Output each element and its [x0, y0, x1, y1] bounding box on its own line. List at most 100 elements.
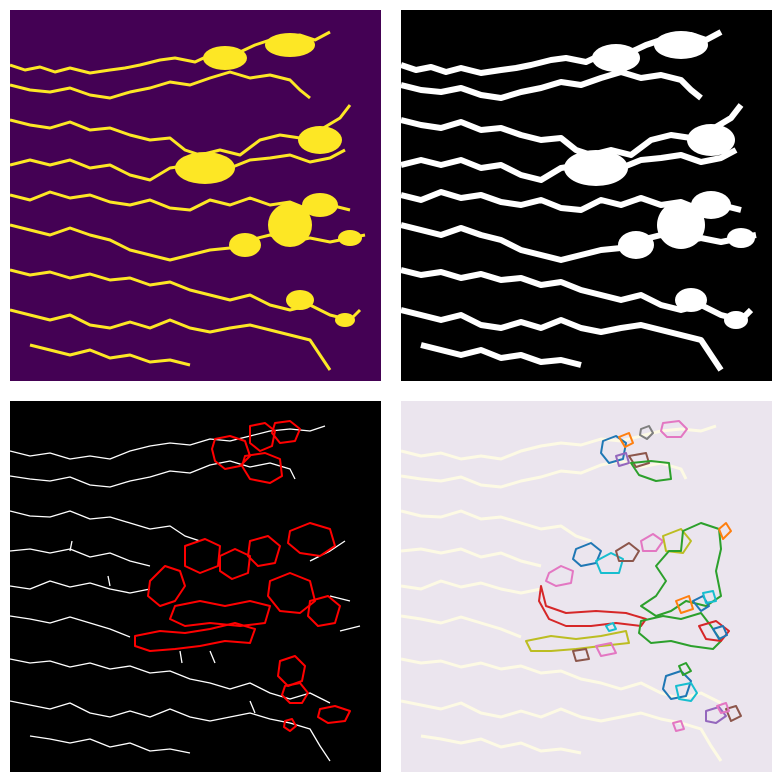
crack-cluster: [335, 313, 355, 327]
crack-cluster: [727, 228, 755, 248]
loop: [618, 432, 634, 448]
skeleton-halo: [401, 424, 723, 762]
crack-cluster: [724, 311, 748, 329]
crack-line: [29, 343, 191, 367]
loop: [134, 622, 256, 652]
loop: [219, 548, 251, 580]
loop: [572, 648, 590, 662]
skeleton-loops-image: [10, 420, 361, 762]
crack-cluster: [298, 126, 342, 154]
crack-cluster: [657, 201, 705, 249]
crack-line: [401, 307, 724, 372]
crack-cluster: [564, 150, 628, 186]
loop: [271, 420, 301, 444]
skeleton-line: [401, 657, 722, 705]
loop: [317, 705, 351, 724]
crack-cluster: [203, 46, 247, 70]
skeleton-line: [420, 734, 582, 755]
loop: [678, 662, 692, 676]
colored-loop-set: [525, 420, 742, 732]
loop: [247, 535, 281, 567]
crack-line: [10, 104, 352, 157]
skeleton-line: [10, 548, 151, 567]
skeleton-line: [10, 460, 296, 488]
loop: [672, 720, 685, 732]
skeleton-line: [10, 700, 331, 762]
loop: [211, 435, 251, 470]
colored-loops-image: [401, 420, 742, 762]
loop: [639, 425, 654, 440]
loop: [615, 542, 640, 562]
crack-cluster: [175, 152, 235, 184]
skeleton-line: [29, 735, 191, 754]
skeleton-line: [10, 658, 331, 704]
loop: [716, 702, 730, 714]
skeleton: [10, 425, 361, 762]
crack-line: [10, 223, 366, 262]
loop: [545, 565, 574, 587]
loop: [638, 612, 722, 650]
skeleton-line: [401, 614, 522, 639]
skeleton-line: [10, 425, 326, 460]
loop: [705, 706, 727, 724]
loop: [702, 590, 717, 604]
loop: [662, 528, 692, 554]
loop: [692, 595, 710, 612]
crack-cluster: [268, 203, 312, 247]
loop: [640, 522, 722, 617]
crack-cluster: [229, 233, 261, 257]
panel-colored-loops: [401, 401, 772, 772]
crack-cluster: [338, 230, 362, 246]
crack-cluster: [265, 33, 315, 57]
loop: [712, 625, 728, 640]
loop: [249, 422, 276, 452]
crack-line: [401, 69, 703, 101]
loop: [675, 595, 694, 614]
crack-cluster: [286, 290, 314, 310]
crack-clusters: [564, 31, 755, 329]
crack-cluster: [687, 124, 735, 156]
crack-cluster: [691, 191, 731, 219]
loop: [277, 655, 306, 687]
crack-line: [420, 342, 582, 368]
skeleton-line: [10, 580, 151, 594]
loop: [241, 452, 283, 484]
loop: [287, 522, 336, 557]
loop: [675, 682, 698, 702]
loop: [718, 522, 732, 540]
skeleton-line: [401, 699, 723, 762]
crack-cluster: [654, 31, 708, 59]
crack-clusters: [175, 33, 362, 327]
loop: [184, 538, 221, 574]
loop: [600, 435, 627, 464]
skeleton-line: [10, 615, 131, 638]
loop: [267, 572, 316, 614]
skeleton-line: [69, 540, 361, 714]
skeleton-line: [10, 510, 201, 542]
crack-cluster: [592, 44, 640, 72]
loops: [134, 420, 351, 732]
loop: [538, 585, 647, 627]
loop: [169, 600, 271, 627]
crack-line: [10, 308, 332, 371]
loop: [595, 552, 624, 574]
panel-viridis-binary: [10, 10, 381, 381]
skeleton-line: [401, 424, 717, 461]
loop: [725, 705, 742, 722]
loop: [595, 642, 617, 657]
crack-line: [10, 70, 311, 100]
crack-cluster: [618, 231, 654, 259]
loop: [525, 630, 630, 652]
loop: [640, 533, 664, 552]
skeleton-line: [401, 509, 592, 543]
loop: [283, 718, 297, 732]
loop: [615, 452, 630, 467]
loop: [147, 565, 186, 607]
panel-grayscale-binary: [401, 10, 772, 381]
loop: [307, 595, 341, 627]
loop: [660, 420, 688, 438]
crack-cluster: [302, 193, 338, 217]
loop: [281, 682, 309, 704]
crack-network: [10, 30, 366, 371]
